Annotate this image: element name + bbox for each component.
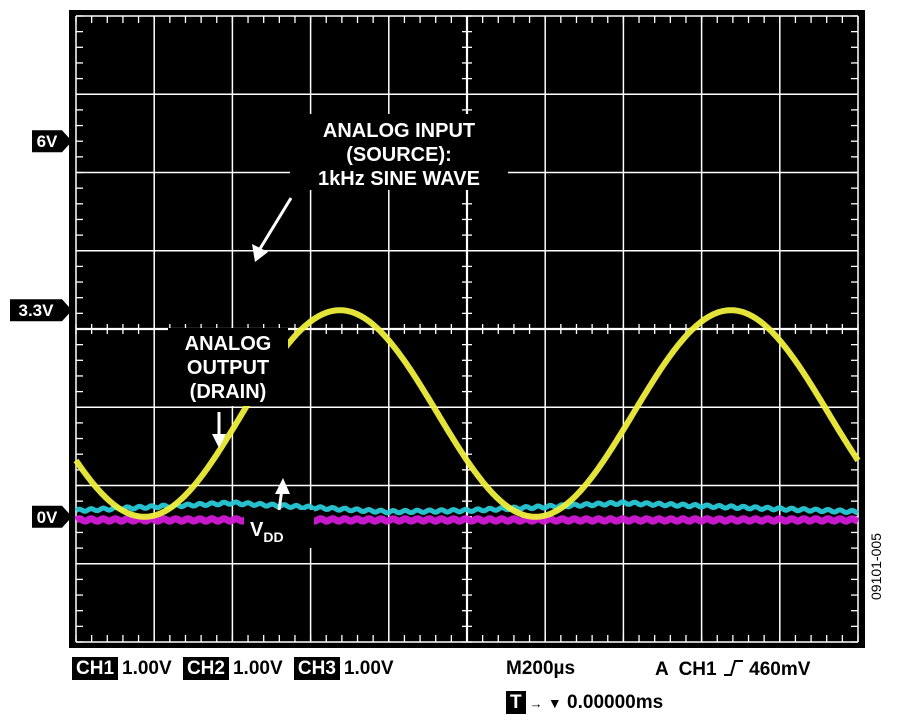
trace-ch1 xyxy=(73,307,861,520)
rising-edge-icon xyxy=(723,660,743,676)
ch1-label: CH1 xyxy=(72,657,119,680)
analog-output-line-3: (DRAIN) xyxy=(190,381,267,403)
analog-output-annotation: ANALOG OUTPUT (DRAIN) xyxy=(168,328,288,448)
ch3-scale: 1.00V xyxy=(343,658,394,679)
trigger-level: 460mV xyxy=(749,659,811,680)
marker-bg xyxy=(10,299,72,322)
trigger-down-icon: ▼ xyxy=(547,695,562,711)
vdd-arrowhead xyxy=(275,478,290,494)
vdd-annotation: VDD xyxy=(244,478,314,548)
analog-input-line-1: ANALOG INPUT xyxy=(323,120,475,142)
ch2-label: CH2 xyxy=(182,657,229,680)
marker-bg xyxy=(32,130,72,153)
vdd-label: VDD xyxy=(250,519,284,545)
trace-ch3 xyxy=(74,515,860,525)
marker-bg xyxy=(32,505,72,528)
analog-output-line-2: OUTPUT xyxy=(187,357,269,379)
trigger-info: A CH1 460mV xyxy=(655,658,810,681)
channel-scales: CH1 1.00V CH2 1.00V CH3 1.00V xyxy=(72,657,394,680)
analog-input-arrowhead xyxy=(252,244,268,262)
analog-input-annotation: ANALOG INPUT (SOURCE): 1kHz SINE WAVE xyxy=(252,114,508,262)
trace-ch2 xyxy=(74,499,859,516)
analog-output-arrowhead xyxy=(212,434,226,448)
time-offset-row: T → ▼ 0.00000ms xyxy=(506,691,664,714)
time-offset: 0.00000ms xyxy=(567,692,664,713)
ch3-label: CH3 xyxy=(293,657,340,680)
trigger-source: A CH1 xyxy=(655,659,717,680)
traces xyxy=(73,307,861,525)
time-marker-label: T xyxy=(506,691,526,714)
marker-label: 0V xyxy=(37,508,58,527)
marker-label: 3.3V xyxy=(19,301,55,320)
analog-input-line-3: 1kHz SINE WAVE xyxy=(318,168,480,190)
analog-input-arrow xyxy=(256,197,293,253)
graticule-grid xyxy=(75,15,859,643)
ch2-scale: 1.00V xyxy=(232,658,283,679)
timebase: M200µs xyxy=(506,658,576,679)
ch1-scale: 1.00V xyxy=(122,658,172,679)
right-arrow-icon: → xyxy=(529,696,543,711)
figure-id: 09101-005 xyxy=(868,533,884,600)
analog-output-line-1: ANALOG xyxy=(185,333,272,355)
voltage-markers: 6V 3.3V 0V xyxy=(10,130,72,528)
analog-input-line-2: (SOURCE): xyxy=(346,144,452,166)
marker-label: 6V xyxy=(37,132,58,151)
